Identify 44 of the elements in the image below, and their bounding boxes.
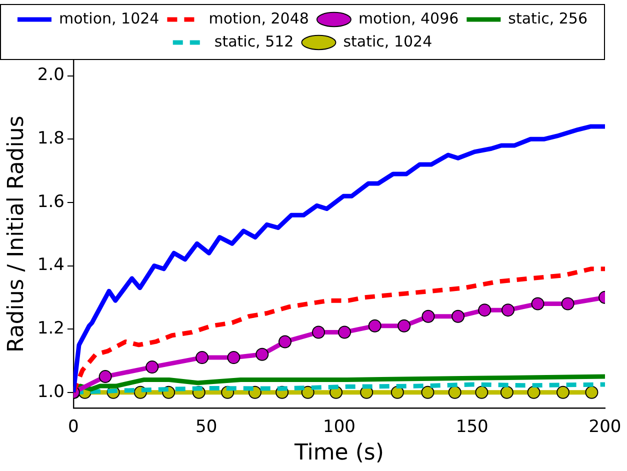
point: [422, 310, 435, 323]
point: [98, 370, 112, 384]
point: [390, 386, 404, 399]
legend-label: static, 512: [214, 32, 294, 50]
point: [478, 304, 492, 317]
x-tick-label: 0: [68, 416, 79, 437]
x-tick-label: 50: [196, 416, 218, 437]
point: [501, 304, 514, 317]
point: [146, 360, 159, 374]
y-tick-label: 2.0: [37, 65, 64, 86]
x-axis-title: Time (s): [293, 440, 384, 466]
point: [338, 326, 352, 339]
point: [398, 319, 411, 332]
point: [301, 386, 314, 399]
point: [448, 386, 462, 399]
point: [475, 386, 488, 399]
legend-label: motion, 4096: [358, 9, 459, 28]
point: [585, 386, 598, 399]
point: [256, 348, 269, 361]
point: [421, 386, 434, 399]
point: [452, 310, 465, 323]
legend-label: static, 1024: [343, 32, 432, 50]
point: [368, 319, 382, 332]
y-axis-title: Radius / Initial Radius: [4, 116, 29, 353]
x-tick-label: 100: [322, 416, 356, 437]
legend-label: static, 256: [508, 9, 588, 28]
point: [527, 386, 540, 399]
x-tick-label: 150: [456, 416, 488, 437]
y-tick-label: 1.8: [37, 128, 64, 149]
point: [278, 335, 292, 348]
point: [196, 351, 209, 364]
y-tick-label: 1.6: [37, 192, 64, 212]
x-tick-label: 200: [588, 416, 622, 437]
legend-label: motion, 1024: [58, 9, 160, 28]
point: [561, 297, 574, 310]
point: [227, 351, 240, 364]
y-tick-label: 1.2: [37, 318, 64, 338]
y-tick-label: 1.4: [37, 255, 64, 276]
point: [531, 297, 544, 310]
point: [500, 386, 514, 399]
point: [556, 386, 570, 399]
legend-label: motion, 2048: [208, 9, 309, 28]
point: [312, 326, 325, 339]
y-tick-label: 1.0: [37, 382, 64, 402]
